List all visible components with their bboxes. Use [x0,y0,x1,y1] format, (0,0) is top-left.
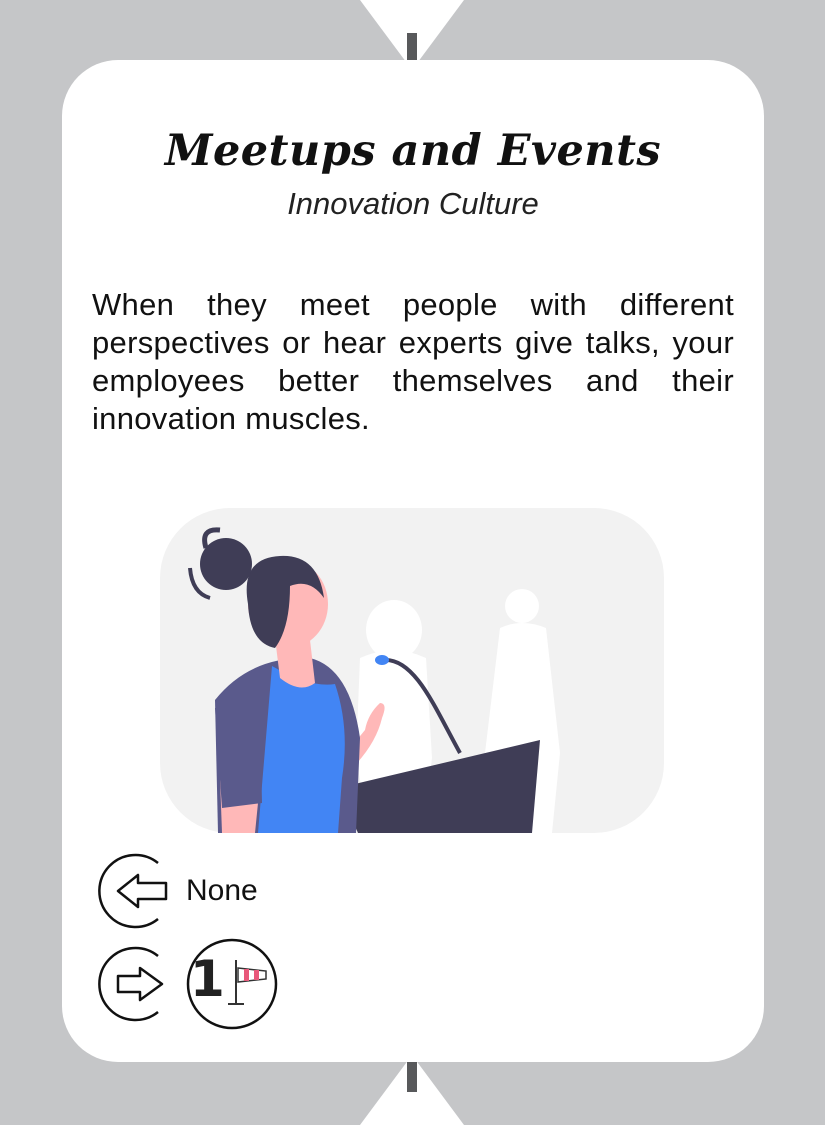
speaker-at-podium-illustration [160,508,664,833]
inputs-row: None [92,851,258,931]
card-title: Meetups and Events [164,126,662,176]
event-card[interactable]: Meetups and Events Innovation Culture Wh… [62,60,764,1062]
output-arrow-icon [98,946,164,1022]
windsock-icon [228,960,267,1005]
output-badge: 1 [186,938,278,1030]
hair [246,555,324,648]
top-tick-mark [407,33,417,73]
card-description: When they meet people with different per… [92,287,734,436]
output-count: 1 [190,950,225,1008]
podium [338,740,540,833]
bottom-tick-mark [407,1052,417,1092]
outputs-row: 1 [92,938,278,1030]
shirt [258,666,345,833]
input-arrow-icon [98,853,168,929]
card-category: Innovation Culture [287,186,539,221]
inputs-value: None [186,874,258,907]
